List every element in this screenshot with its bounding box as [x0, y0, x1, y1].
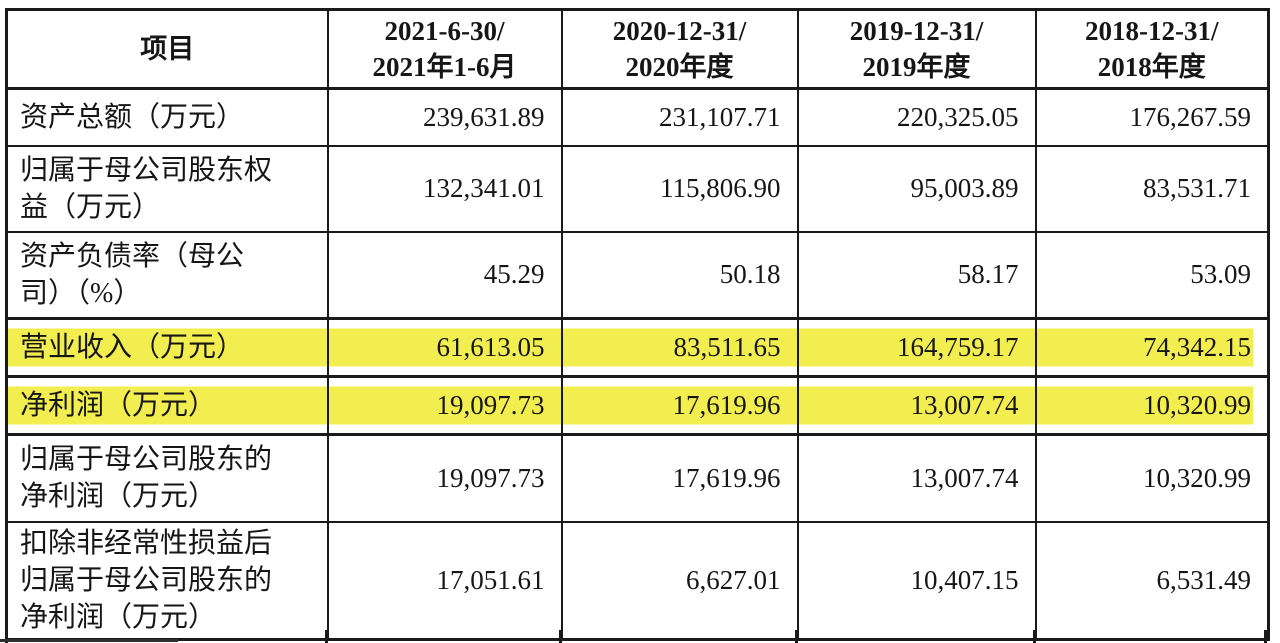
value-cell: 53.09 [1034, 230, 1270, 320]
item-cell: 资产总额（万元） [5, 87, 329, 147]
value-cell: 6,531.49 [1034, 520, 1270, 640]
item-cell: 归属于母公司股东权 益（万元） [5, 144, 329, 233]
value-cell: 50.18 [560, 230, 799, 320]
table-border-stub [1033, 630, 1036, 643]
financial-summary-table: 项目 2021-6-30/ 2021年1-6月 2020-12-31/ 2020… [5, 8, 1270, 641]
cutoff-next-row-line [0, 639, 178, 642]
value-cell: 45.29 [326, 230, 563, 320]
table-border-stub [5, 630, 8, 643]
value-cell: 17,619.96 [560, 433, 799, 523]
value-cell: 13,007.74 [796, 433, 1037, 523]
value-cell: 61,613.05 [326, 317, 563, 378]
column-header-2021h1: 2021-6-30/ 2021年1-6月 [326, 8, 563, 90]
table-border-stub [1264, 630, 1267, 643]
value-cell: 74,342.15 [1034, 317, 1270, 378]
value-cell: 239,631.89 [326, 87, 563, 147]
table-border-stub [795, 630, 798, 643]
item-cell: 资产负债率（母公 司）（%） [5, 230, 329, 320]
column-header-2018: 2018-12-31/ 2018年度 [1034, 8, 1270, 90]
header-row: 项目 2021-6-30/ 2021年1-6月 2020-12-31/ 2020… [5, 8, 1270, 90]
value-cell: 6,627.01 [560, 520, 799, 640]
value-cell: 17,619.96 [560, 375, 799, 436]
value-cell: 164,759.17 [796, 317, 1037, 378]
item-cell: 营业收入（万元） [5, 317, 329, 378]
column-header-2020: 2020-12-31/ 2020年度 [560, 8, 799, 90]
value-cell: 13,007.74 [796, 375, 1037, 436]
value-cell: 10,320.99 [1034, 375, 1270, 436]
table-border-stub [325, 630, 328, 643]
value-cell: 19,097.73 [326, 433, 563, 523]
table-row-net-profit-highlighted: 净利润（万元） 19,097.73 17,619.96 13,007.74 10… [5, 375, 1270, 436]
value-cell: 132,341.01 [326, 144, 563, 233]
item-cell: 净利润（万元） [5, 375, 329, 436]
value-cell: 83,511.65 [560, 317, 799, 378]
value-cell: 176,267.59 [1034, 87, 1270, 147]
value-cell: 17,051.61 [326, 520, 563, 640]
table-row-debt-ratio: 资产负债率（母公 司）（%） 45.29 50.18 58.17 53.09 [5, 230, 1270, 320]
table-row-parent-net-profit: 归属于母公司股东的 净利润（万元） 19,097.73 17,619.96 13… [5, 433, 1270, 523]
column-header-2019: 2019-12-31/ 2019年度 [796, 8, 1037, 90]
value-cell: 220,325.05 [796, 87, 1037, 147]
table-row-parent-equity: 归属于母公司股东权 益（万元） 132,341.01 115,806.90 95… [5, 144, 1270, 233]
value-cell: 83,531.71 [1034, 144, 1270, 233]
column-header-item: 项目 [5, 8, 329, 90]
table-border-stub [559, 630, 562, 643]
value-cell: 115,806.90 [560, 144, 799, 233]
item-cell: 归属于母公司股东的 净利润（万元） [5, 433, 329, 523]
table-row-operating-revenue-highlighted: 营业收入（万元） 61,613.05 83,511.65 164,759.17 … [5, 317, 1270, 378]
value-cell: 19,097.73 [326, 375, 563, 436]
value-cell: 10,407.15 [796, 520, 1037, 640]
table-row-non-recurring-net-profit: 扣除非经常性损益后 归属于母公司股东的 净利润（万元） 17,051.61 6,… [5, 520, 1270, 640]
item-cell: 扣除非经常性损益后 归属于母公司股东的 净利润（万元） [5, 520, 329, 640]
value-cell: 10,320.99 [1034, 433, 1270, 523]
value-cell: 58.17 [796, 230, 1037, 320]
table-row-total-assets: 资产总额（万元） 239,631.89 231,107.71 220,325.0… [5, 87, 1270, 147]
value-cell: 231,107.71 [560, 87, 799, 147]
value-cell: 95,003.89 [796, 144, 1037, 233]
